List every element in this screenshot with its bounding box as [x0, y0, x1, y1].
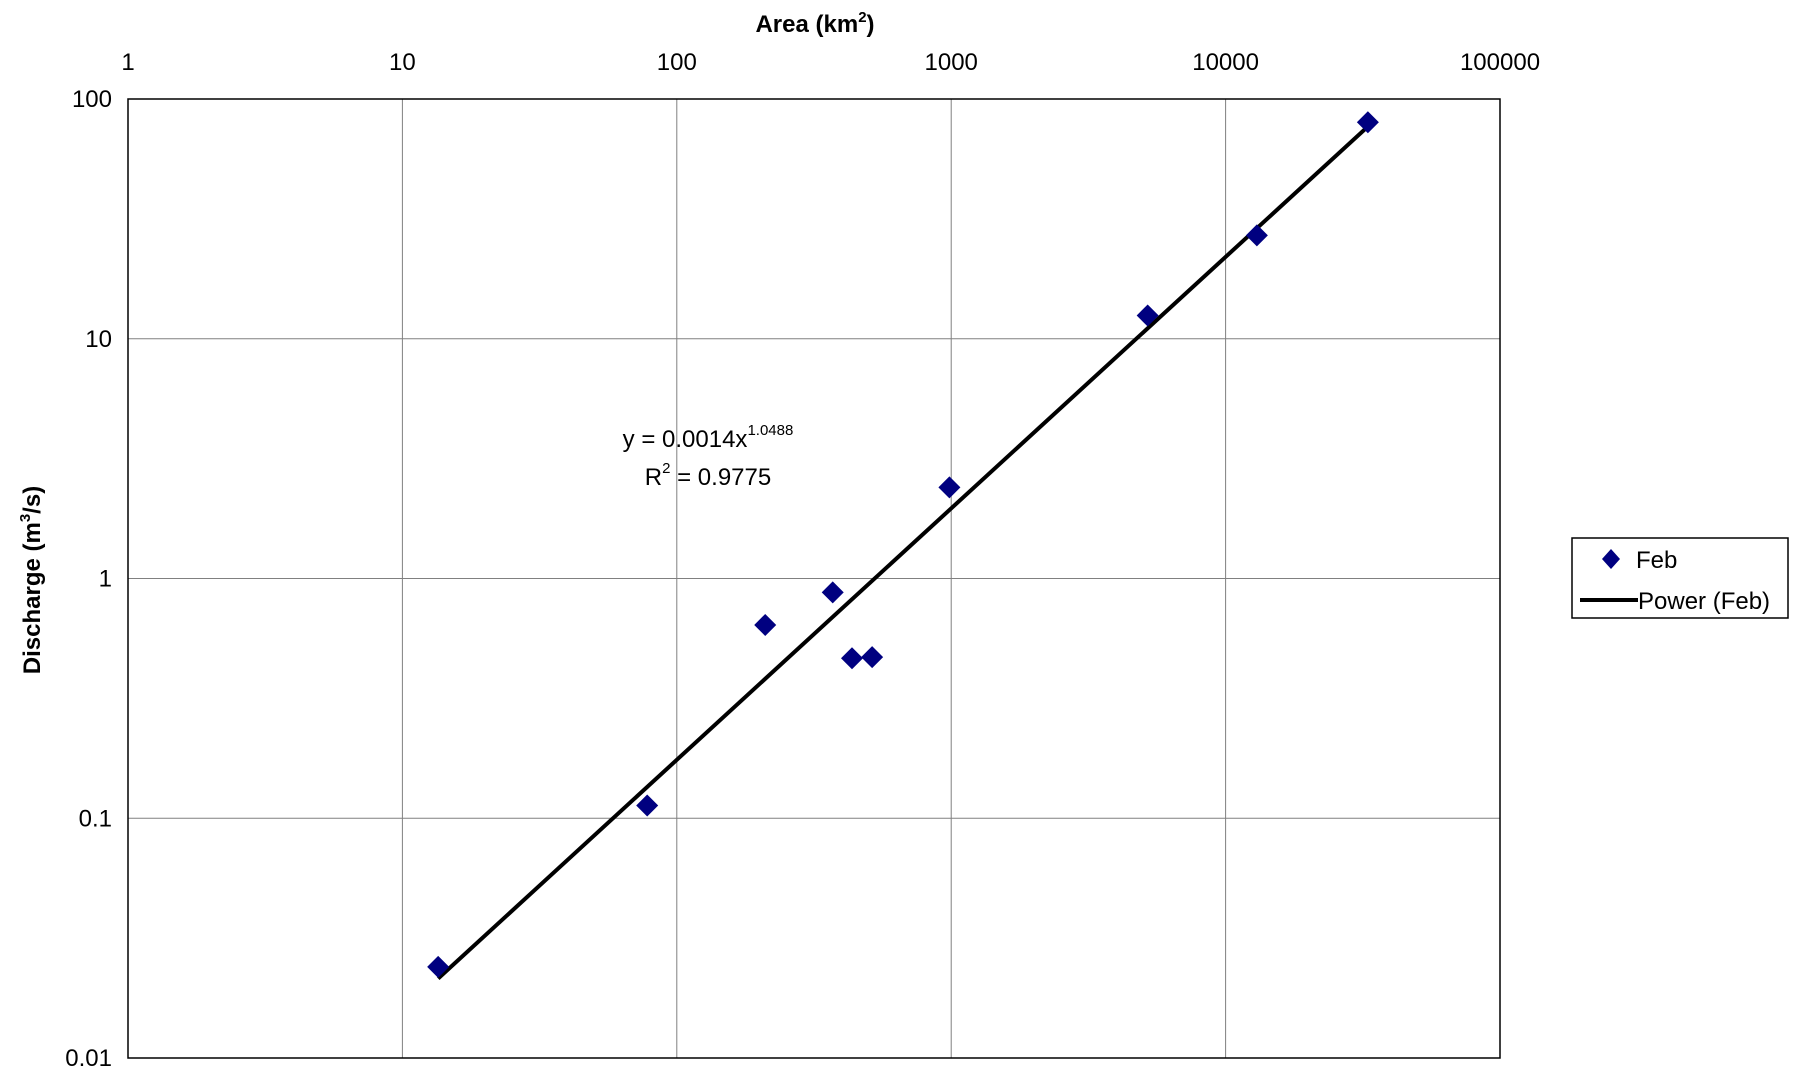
legend-box: [1571, 537, 1789, 619]
data-point-5: [861, 646, 884, 669]
x-tick-label-2: 100: [657, 49, 697, 76]
x-tick-label-0: 1: [121, 49, 134, 76]
data-point-1: [636, 794, 659, 817]
y-tick-label-3: 10: [85, 326, 112, 353]
y-axis-title: Discharge (m3/s): [17, 486, 46, 674]
y-tick-label-4: 100: [72, 86, 112, 113]
data-point-3: [821, 581, 844, 604]
data-point-9: [1356, 111, 1379, 134]
x-tick-label-5: 100000: [1460, 49, 1540, 76]
legend-trendline-label: Power (Feb): [1638, 588, 1770, 615]
plot-area-border: [127, 98, 1501, 1059]
trendline-power: [436, 125, 1370, 980]
y-tick-label-1: 0.1: [79, 805, 112, 832]
data-point-6: [938, 476, 961, 499]
legend-feb-marker: [1602, 549, 1620, 569]
x-tick-label-4: 10000: [1192, 49, 1259, 76]
data-point-8: [1245, 224, 1268, 247]
x-axis-title: Area (km2): [755, 9, 874, 38]
x-tick-labels: 1 10 100 1000 10000 100000: [121, 49, 1540, 76]
trendline-r-squared: R2 = 0.9775: [645, 460, 771, 491]
y-tick-labels: 0.01 0.1 1 10 100: [65, 86, 112, 1071]
x-tick-label-1: 10: [389, 49, 416, 76]
x-tick-label-3: 1000: [925, 49, 978, 76]
trendline-equation: y = 0.0014x1.0488: [623, 422, 794, 453]
data-point-7: [1136, 304, 1159, 327]
data-point-4: [841, 647, 864, 670]
y-tick-label-2: 1: [99, 566, 112, 593]
y-tick-label-0: 0.01: [65, 1045, 112, 1071]
data-points: [427, 111, 1379, 978]
legend-feb-label: Feb: [1636, 547, 1677, 574]
data-point-2: [754, 613, 777, 636]
legend: Feb Power (Feb): [1571, 537, 1789, 619]
data-point-0: [427, 955, 450, 978]
